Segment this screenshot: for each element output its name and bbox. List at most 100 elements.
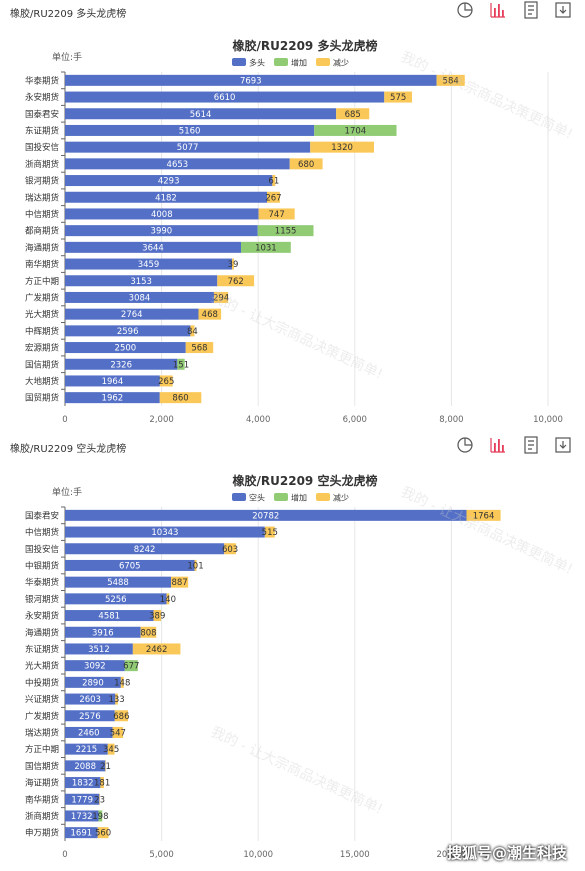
bar-segment [266, 191, 280, 203]
bar-chart-icon[interactable] [488, 435, 508, 455]
data-view-icon[interactable] [521, 435, 541, 455]
bar-value-label: 747 [269, 210, 285, 220]
unit-label: 单位:手 [52, 51, 82, 63]
watermark: 我的 - 让大宗商品决策更简单! [208, 288, 385, 383]
chart-title: 橡胶/RU2209 空头龙虎榜 [233, 473, 378, 488]
bar-value-label: 887 [171, 578, 187, 588]
bar-value-label: 2764 [121, 310, 143, 320]
bar-segment [177, 358, 185, 370]
bar-segment [114, 710, 129, 722]
bar-segment [140, 626, 157, 638]
bar-value-label: 5614 [190, 110, 212, 120]
category-label: 国贸期货 [25, 393, 60, 404]
bar-segment [217, 275, 255, 287]
legend-label: 减少 [333, 58, 349, 68]
bar-segment [65, 325, 191, 337]
bar-value-label: 468 [202, 310, 218, 320]
category-label: 永安期货 [25, 611, 60, 622]
bar-segment [65, 660, 125, 672]
bar-value-label: 294 [213, 293, 229, 303]
category-label: 银河期货 [25, 176, 60, 187]
x-tick-label: 4,000 [246, 415, 270, 425]
bar-chart-icon[interactable] [488, 0, 508, 20]
bar-value-label: 4293 [158, 177, 180, 187]
panel-header-title: 橡胶/RU2209 多头龙虎榜 [10, 9, 127, 20]
bar-value-label: 21 [100, 762, 111, 772]
bar-value-label: 39 [228, 260, 239, 270]
legend-swatch [316, 58, 330, 66]
bar-value-label: 1704 [345, 126, 367, 136]
bar-value-label: 151 [173, 360, 189, 370]
bar-segment [99, 793, 100, 805]
category-label: 中银期货 [25, 560, 60, 571]
data-view-icon[interactable] [521, 0, 541, 20]
bar-value-label: 685 [345, 110, 361, 120]
bar-segment [65, 308, 199, 320]
bar-segment [65, 241, 242, 253]
bar-segment [65, 777, 101, 789]
bar-segment [115, 693, 118, 705]
bar-segment [310, 141, 374, 153]
legend-swatch [232, 493, 246, 501]
legend-swatch [274, 58, 288, 66]
category-label: 银河期货 [25, 594, 60, 605]
category-label: 都商期货 [25, 226, 60, 237]
category-label: 海证期货 [25, 778, 60, 789]
bar-value-label: 181 [94, 779, 110, 789]
category-label: 东证期货 [25, 644, 60, 655]
bar-value-label: 84 [187, 327, 198, 337]
download-icon[interactable] [553, 435, 573, 455]
category-label: 光大期货 [25, 661, 60, 672]
watermark: 我的 - 让大宗商品决策更简单! [398, 483, 575, 578]
bar-segment [65, 74, 437, 86]
category-label: 大地期货 [25, 376, 60, 387]
bar-value-label: 686 [113, 712, 129, 722]
long-ranking-panel: 橡胶/RU2209 多头龙虎榜 橡胶/RU2209 多头龙虎榜 多头 增加 减少 单位:… [0, 0, 585, 430]
x-tick-label: 6,000 [343, 415, 367, 425]
bar-segment [105, 760, 106, 772]
category-label: 中信期货 [25, 209, 60, 220]
bar-segment [65, 710, 115, 722]
category-label: 浙商期货 [25, 159, 60, 170]
bar-value-label: 2890 [82, 678, 104, 688]
bar-segment [159, 392, 202, 404]
bar-segment [171, 576, 189, 588]
watermark: 我的 - 让大宗商品决策更简单! [398, 48, 575, 143]
bar-value-label: 3459 [138, 260, 160, 270]
bar-segment [107, 743, 115, 755]
bar-value-label: 3990 [151, 227, 173, 237]
category-label: 南华期货 [25, 794, 60, 805]
bar-value-label: 2500 [115, 344, 137, 354]
bar-segment [314, 124, 397, 136]
download-icon[interactable] [553, 0, 573, 20]
bar-segment [100, 777, 104, 789]
category-label: 华泰期货 [25, 75, 60, 86]
bar-segment [289, 158, 323, 170]
bar-value-label: 148 [114, 678, 130, 688]
bar-value-label: 568 [191, 344, 207, 354]
bar-segment [65, 275, 218, 287]
bar-value-label: 584 [443, 76, 459, 86]
bar-segment [65, 693, 116, 705]
x-tick-label: 5,000 [149, 850, 173, 860]
pie-chart-icon[interactable] [455, 435, 475, 455]
category-label: 申万期货 [25, 828, 60, 839]
bar-segment [65, 593, 167, 605]
pie-chart-icon[interactable] [455, 0, 475, 20]
bar-segment [264, 526, 275, 538]
bar-value-label: 133 [108, 695, 124, 705]
bar-value-label: 2088 [74, 762, 96, 772]
bar-value-label: 1962 [102, 394, 124, 404]
bar-value-label: 1832 [72, 779, 94, 789]
chart-title: 橡胶/RU2209 多头龙虎榜 [233, 38, 378, 53]
watermark: 我的 - 让大宗商品决策更简单! [208, 723, 385, 818]
bar-value-label: 101 [187, 561, 203, 571]
category-label: 中投期货 [25, 677, 60, 688]
bar-value-label: 7693 [240, 76, 262, 86]
bar-segment [65, 358, 178, 370]
bar-segment [190, 325, 195, 337]
bar-value-label: 2596 [117, 327, 139, 337]
bar-segment [153, 610, 162, 622]
bar-segment [213, 291, 229, 303]
